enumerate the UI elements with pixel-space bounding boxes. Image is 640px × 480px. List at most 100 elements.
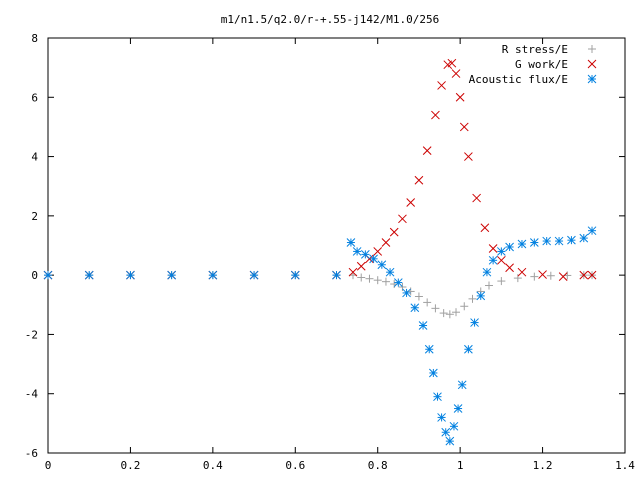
data-point xyxy=(381,277,390,286)
data-point xyxy=(554,236,564,246)
data-point xyxy=(579,233,589,243)
data-point xyxy=(538,270,547,279)
data-point xyxy=(377,260,387,270)
data-point xyxy=(414,175,424,185)
data-point xyxy=(453,404,463,413)
data-point xyxy=(433,392,442,402)
x-tick-label: 1 xyxy=(457,459,464,472)
data-point xyxy=(530,272,539,281)
data-point xyxy=(464,344,473,354)
series-layer xyxy=(43,58,597,446)
data-point xyxy=(464,152,473,161)
data-point xyxy=(423,298,432,307)
data-point xyxy=(517,267,527,277)
data-point xyxy=(402,288,411,298)
data-point xyxy=(357,273,366,282)
y-tick-label: 8 xyxy=(31,32,38,45)
data-point xyxy=(429,368,438,378)
data-point xyxy=(167,270,176,280)
legend: R stress/E G work/E Acoustic flux/E xyxy=(469,43,597,86)
data-point xyxy=(424,344,434,354)
data-point xyxy=(441,427,451,437)
data-point xyxy=(542,236,552,246)
data-point xyxy=(373,276,382,285)
y-tick-label: -6 xyxy=(25,447,38,460)
data-point xyxy=(451,69,461,78)
plot-frame xyxy=(47,37,626,454)
x-tick-label: 1.4 xyxy=(615,459,635,472)
data-point xyxy=(546,271,555,280)
data-point xyxy=(480,223,490,233)
data-point xyxy=(393,278,403,287)
data-point xyxy=(126,270,135,280)
data-point xyxy=(505,263,514,273)
data-point xyxy=(373,247,383,256)
data-point xyxy=(249,270,259,280)
data-point xyxy=(431,304,440,313)
data-point xyxy=(332,270,341,280)
data-point xyxy=(505,242,514,252)
data-point xyxy=(567,235,576,245)
data-point xyxy=(356,261,366,271)
data-point xyxy=(439,309,448,318)
data-point xyxy=(410,303,420,313)
data-point xyxy=(459,122,469,132)
data-point xyxy=(208,270,218,280)
y-tick-label: 6 xyxy=(31,91,38,104)
chart-title: m1/n1.5/q2.0/r-+.55-j142/M1.0/256 xyxy=(221,13,440,26)
data-point xyxy=(385,267,395,277)
legend-marker xyxy=(587,59,597,69)
x-tick-label: 1.2 xyxy=(533,459,553,472)
data-point xyxy=(369,254,378,264)
data-point xyxy=(43,270,53,280)
data-point xyxy=(513,274,522,283)
data-point xyxy=(414,292,423,301)
data-point xyxy=(381,238,391,247)
data-point xyxy=(497,277,506,286)
data-point xyxy=(476,291,486,301)
data-point xyxy=(445,310,454,319)
x-tick-label: 0 xyxy=(45,459,52,472)
series-2 xyxy=(43,226,597,446)
data-point xyxy=(558,272,568,281)
legend-label: R stress/E xyxy=(502,43,568,56)
x-tick-label: 0.4 xyxy=(203,459,223,472)
data-point xyxy=(290,270,300,280)
data-point xyxy=(529,238,539,247)
data-point xyxy=(431,110,440,120)
x-axis: 0 0.2 0.4 0.6 0.8 1 1.2 1.4 xyxy=(45,38,635,472)
data-point xyxy=(346,238,356,247)
data-point xyxy=(352,247,362,256)
legend-label: Acoustic flux/E xyxy=(469,73,568,86)
y-tick-label: 0 xyxy=(31,269,38,282)
data-point xyxy=(437,81,446,90)
data-point xyxy=(579,270,589,280)
x-tick-label: 0.2 xyxy=(120,459,140,472)
data-point xyxy=(449,421,459,431)
data-point xyxy=(488,255,498,265)
data-point xyxy=(455,92,465,102)
data-point xyxy=(484,281,493,290)
data-point xyxy=(445,436,455,446)
data-point xyxy=(517,239,527,249)
data-point xyxy=(84,270,94,280)
data-point xyxy=(365,274,374,283)
y-tick-label: -2 xyxy=(25,328,38,341)
data-point xyxy=(418,321,428,330)
legend-marker xyxy=(588,45,596,53)
data-point xyxy=(497,247,506,256)
y-tick-label: 2 xyxy=(31,210,38,223)
data-point xyxy=(406,198,416,207)
data-point xyxy=(488,244,498,253)
data-point xyxy=(348,267,358,277)
data-point xyxy=(452,308,461,317)
data-point xyxy=(389,227,399,237)
legend-label: G work/E xyxy=(515,58,568,71)
data-point xyxy=(468,294,477,303)
data-point xyxy=(482,267,492,277)
legend-marker xyxy=(587,74,597,84)
y-axis: -6 -4 -2 0 2 4 6 8 xyxy=(25,32,625,460)
y-tick-label: 4 xyxy=(31,151,38,164)
data-point xyxy=(587,270,597,280)
